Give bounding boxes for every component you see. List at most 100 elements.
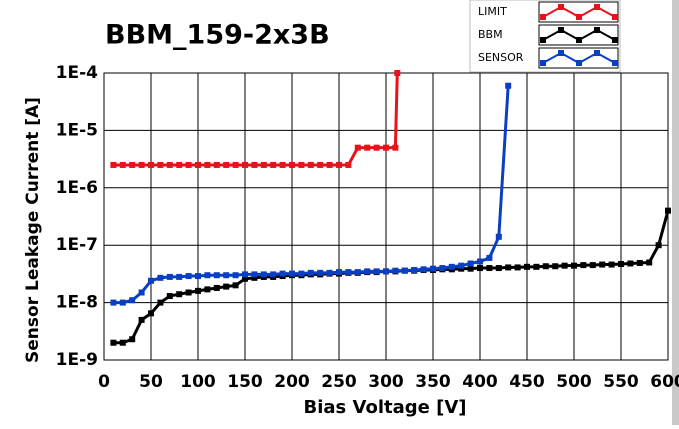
data-point: [129, 336, 136, 343]
legend-marker: [540, 14, 546, 20]
legend-marker: [558, 27, 564, 33]
data-point: [571, 262, 577, 269]
data-point: [505, 264, 512, 271]
data-point: [298, 270, 305, 277]
x-tick-label: 100: [180, 372, 216, 392]
data-point: [467, 265, 474, 272]
data-point: [589, 262, 596, 269]
data-point: [195, 287, 201, 294]
data-point: [394, 70, 401, 76]
y-tick-label: 1E-8: [56, 293, 98, 313]
data-point: [298, 161, 305, 168]
data-point: [279, 161, 286, 168]
data-point: [289, 161, 295, 168]
data-point: [561, 262, 568, 269]
data-point: [458, 262, 465, 269]
data-point: [110, 299, 117, 306]
data-point: [270, 161, 277, 168]
data-point: [646, 259, 653, 266]
data-point: [354, 144, 361, 151]
data-point: [232, 272, 239, 279]
data-point: [345, 269, 352, 276]
data-point: [213, 284, 220, 291]
legend-marker: [594, 27, 600, 33]
data-point: [618, 261, 624, 268]
data-point: [486, 265, 493, 272]
data-point: [364, 268, 371, 275]
data-point: [119, 339, 126, 346]
y-axis-label: Sensor Leakage Current [A]: [23, 97, 43, 363]
data-point: [242, 271, 248, 278]
data-point: [138, 161, 145, 168]
legend-marker: [558, 50, 564, 56]
legend-marker: [576, 37, 582, 43]
x-axis-label: Bias Voltage [V]: [304, 397, 467, 418]
data-point: [599, 261, 606, 268]
data-point: [270, 271, 277, 278]
data-point: [204, 286, 211, 293]
data-point: [655, 242, 662, 249]
x-tick-label: 400: [462, 372, 498, 392]
legend-marker: [540, 37, 546, 43]
data-point: [148, 161, 154, 168]
data-point: [166, 273, 173, 280]
data-point: [185, 273, 192, 280]
data-point: [242, 161, 248, 168]
data-point: [345, 161, 352, 168]
data-point: [289, 270, 295, 277]
x-tick-label: 50: [139, 372, 163, 392]
x-tick-label: 600: [650, 372, 679, 392]
data-point: [260, 161, 267, 168]
data-point: [166, 293, 173, 300]
x-tick-label: 450: [509, 372, 545, 392]
data-point: [392, 267, 399, 274]
data-point: [533, 263, 540, 270]
data-point: [636, 259, 643, 266]
x-tick-label: 350: [415, 372, 451, 392]
data-point: [176, 273, 183, 280]
data-point: [148, 310, 154, 317]
x-tick-label: 300: [368, 372, 404, 392]
data-point: [439, 265, 446, 272]
data-point: [166, 161, 173, 168]
data-point: [242, 275, 248, 282]
data-point: [373, 144, 380, 151]
data-point: [608, 261, 615, 268]
legend-marker: [612, 37, 618, 43]
y-tick-label: 1E-7: [56, 235, 98, 255]
data-point: [176, 291, 183, 298]
legend-label: LIMIT: [478, 5, 507, 18]
data-point: [251, 274, 258, 281]
y-tick-label: 1E-4: [56, 63, 98, 83]
data-point: [157, 274, 164, 281]
legend-marker: [576, 60, 582, 66]
y-tick-label: 1E-5: [56, 120, 98, 140]
data-point: [129, 161, 136, 168]
data-point: [195, 161, 201, 168]
data-point: [477, 258, 483, 265]
x-tick-label: 550: [603, 372, 639, 392]
x-tick-label: 150: [227, 372, 263, 392]
data-point: [223, 161, 230, 168]
data-point: [307, 269, 314, 276]
x-tick-label: 500: [556, 372, 592, 392]
legend-marker: [612, 14, 618, 20]
legend-label: BBM: [478, 28, 503, 41]
x-tick-label: 0: [98, 372, 110, 392]
data-point: [317, 269, 324, 276]
data-point: [213, 272, 220, 279]
data-point: [223, 272, 230, 279]
data-point: [251, 161, 258, 168]
data-point: [542, 263, 549, 270]
data-point: [129, 297, 136, 304]
data-point: [138, 316, 145, 323]
legend-label: SENSOR: [478, 51, 524, 64]
data-point: [326, 269, 333, 276]
data-point: [204, 272, 211, 279]
data-point: [448, 263, 455, 270]
data-point: [392, 144, 399, 151]
data-point: [157, 161, 164, 168]
data-point: [627, 260, 634, 267]
data-point: [354, 269, 361, 276]
